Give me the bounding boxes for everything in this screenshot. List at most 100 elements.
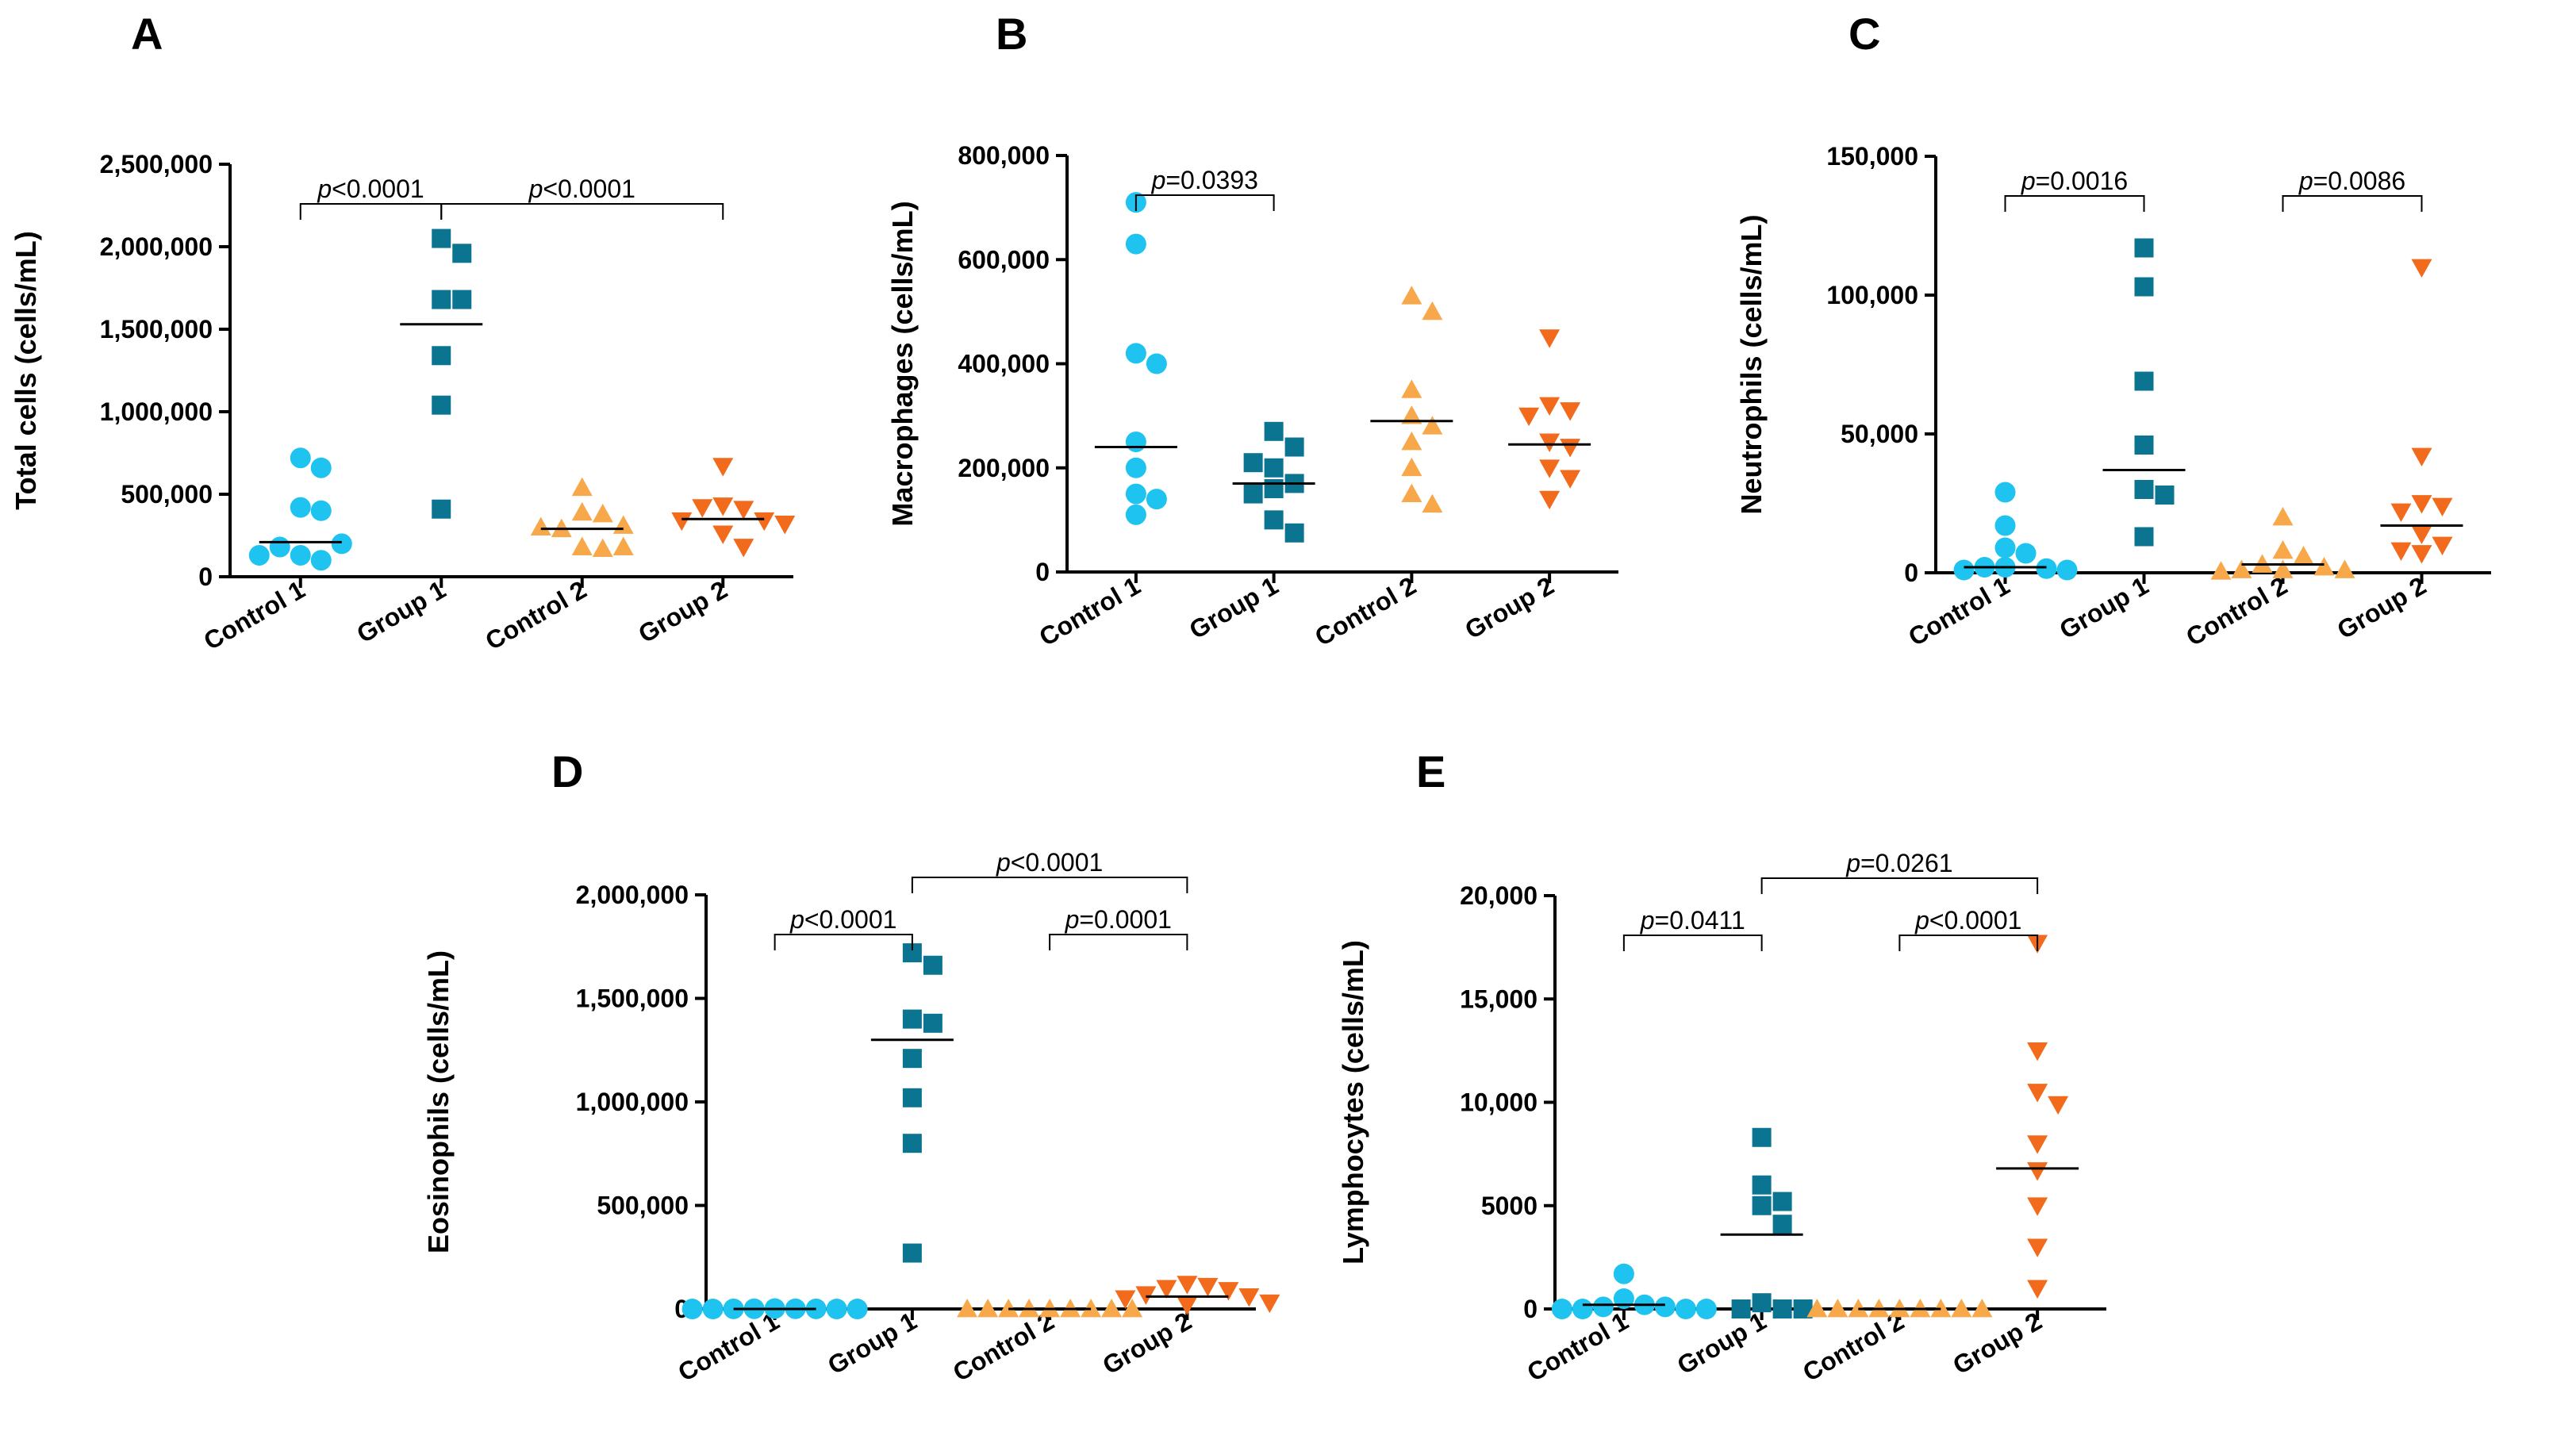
data-point-group-2 bbox=[2390, 503, 2412, 522]
significance-bracket bbox=[299, 203, 443, 220]
p-value-label: p<0.0001 bbox=[789, 905, 896, 934]
data-point-group-2 bbox=[733, 539, 754, 558]
data-point-control-2 bbox=[530, 516, 551, 535]
data-point-group-2 bbox=[671, 512, 693, 532]
p-value-label: p<0.0001 bbox=[528, 175, 635, 203]
data-point-control-2 bbox=[1122, 1299, 1143, 1318]
p-value-label: p=0.0016 bbox=[2021, 167, 2128, 195]
data-point-group-1 bbox=[2155, 486, 2175, 505]
data-point-group-1 bbox=[432, 228, 451, 248]
data-point-group-1 bbox=[1264, 421, 1284, 441]
data-point-group-2 bbox=[2027, 1042, 2048, 1061]
x-tick-label: Control 2 bbox=[2181, 571, 2292, 651]
data-point-control-2 bbox=[592, 503, 613, 523]
panel-e: E 0 5000 10,000 15,000 20,000 Lymphocytes (cel… bbox=[1337, 747, 2106, 1387]
significance-bracket bbox=[2282, 195, 2423, 212]
panel-letter: B bbox=[996, 9, 1027, 59]
p-value-label: p=0.0411 bbox=[1640, 906, 1745, 935]
data-point-control-1 bbox=[1695, 1299, 1717, 1319]
data-point-control-1 bbox=[1953, 559, 1975, 581]
data-point-control-2 bbox=[2272, 540, 2294, 559]
significance-bracket bbox=[1622, 935, 1763, 951]
panel-letter: A bbox=[131, 9, 163, 59]
x-tick-label: Control 1 bbox=[1035, 571, 1146, 651]
data-point-group-2 bbox=[2411, 495, 2432, 514]
data-point-control-2 bbox=[957, 1299, 978, 1318]
data-point-group-1 bbox=[1284, 437, 1304, 457]
significance-bracket bbox=[911, 877, 1188, 893]
p-value-label: p<0.0001 bbox=[317, 175, 424, 203]
data-point-control-2 bbox=[1401, 286, 1422, 305]
data-point-control-1 bbox=[248, 544, 270, 566]
data-point-group-2 bbox=[2027, 1135, 2048, 1154]
x-tick-label: Group 2 bbox=[1460, 571, 1558, 645]
y-tick-label: 0 bbox=[1523, 1295, 1538, 1323]
data-point-group-2 bbox=[1177, 1276, 1198, 1295]
data-point-group-2 bbox=[1539, 329, 1561, 348]
panel-letter: D bbox=[551, 747, 583, 796]
data-point-group-2 bbox=[1560, 439, 1581, 458]
data-point-group-2 bbox=[712, 458, 734, 477]
data-point-control-2 bbox=[571, 501, 593, 521]
data-point-group-1 bbox=[1752, 1293, 1772, 1313]
data-point-control-1 bbox=[290, 544, 311, 566]
data-point-group-1 bbox=[2134, 371, 2154, 391]
y-tick-label: 1,000,000 bbox=[100, 397, 213, 426]
data-point-control-1 bbox=[1994, 537, 2016, 558]
y-tick-label: 2,500,000 bbox=[100, 150, 213, 178]
x-tick-label: Group 1 bbox=[1184, 571, 1283, 645]
data-point-group-1 bbox=[902, 1243, 922, 1263]
y-tick-label: 0 bbox=[1035, 558, 1050, 586]
data-point-control-2 bbox=[2272, 559, 2294, 578]
data-point-group-2 bbox=[2411, 525, 2432, 544]
panel-c: C 0 50,000 100,000 150,000 Neutrophils (cells… bbox=[1735, 9, 2491, 651]
x-tick-label: Control 1 bbox=[1903, 571, 2014, 651]
y-tick-label: 50,000 bbox=[1841, 420, 1918, 448]
data-point-control-1 bbox=[702, 1299, 724, 1319]
p-value-label: p=0.0393 bbox=[1151, 166, 1258, 194]
p-value-label: p=0.0261 bbox=[1845, 849, 1952, 877]
data-point-group-2 bbox=[2027, 1162, 2048, 1181]
data-point-group-2 bbox=[1539, 459, 1561, 478]
y-tick-label: 15,000 bbox=[1460, 984, 1538, 1013]
data-point-control-2 bbox=[1827, 1299, 1849, 1318]
x-tick-label: Group 2 bbox=[1948, 1307, 2046, 1380]
data-point-group-2 bbox=[1539, 490, 1561, 510]
y-tick-label: 200,000 bbox=[958, 454, 1050, 482]
data-point-control-1 bbox=[269, 536, 290, 558]
data-point-control-2 bbox=[571, 536, 593, 555]
y-tick-label: 0 bbox=[198, 562, 213, 591]
y-tick-label: 100,000 bbox=[1826, 281, 1918, 309]
data-point-group-1 bbox=[1752, 1196, 1772, 1215]
data-point-control-2 bbox=[1401, 379, 1422, 398]
data-point-group-1 bbox=[1243, 484, 1263, 504]
data-point-group-1 bbox=[432, 499, 451, 519]
data-point-group-2 bbox=[1156, 1280, 1177, 1299]
data-point-group-2 bbox=[1238, 1288, 1260, 1307]
y-tick-label: 1,000,000 bbox=[576, 1088, 689, 1116]
data-point-group-2 bbox=[733, 501, 754, 520]
data-point-control-1 bbox=[1654, 1296, 1676, 1318]
data-point-group-1 bbox=[452, 244, 472, 263]
data-point-control-2 bbox=[1401, 483, 1422, 502]
data-point-control-1 bbox=[1125, 343, 1146, 364]
data-point-group-1 bbox=[1772, 1215, 1792, 1234]
data-point-group-2 bbox=[1539, 433, 1561, 452]
data-point-control-1 bbox=[1572, 1299, 1593, 1319]
data-point-control-2 bbox=[2210, 561, 2232, 580]
y-tick-label: 20,000 bbox=[1460, 881, 1538, 910]
data-point-control-2 bbox=[612, 536, 634, 555]
panel-a: A 0 500,000 1,000,000 1,500,000 2,000,000 2,50… bbox=[10, 9, 796, 655]
x-tick-label: Group 2 bbox=[1098, 1307, 1196, 1380]
x-tick-label: Control 2 bbox=[1310, 571, 1421, 651]
data-point-group-2 bbox=[2411, 259, 2432, 278]
p-value-label: p<0.0001 bbox=[1914, 906, 2021, 935]
significance-bracket bbox=[1049, 934, 1188, 950]
panel-letter: C bbox=[1849, 9, 1880, 59]
data-point-group-1 bbox=[2134, 527, 2154, 547]
x-tick-label: Group 2 bbox=[634, 575, 732, 649]
data-point-group-2 bbox=[712, 497, 734, 516]
data-point-control-1 bbox=[1675, 1299, 1696, 1319]
data-point-group-1 bbox=[432, 346, 451, 366]
significance-bracket bbox=[1898, 935, 2039, 951]
